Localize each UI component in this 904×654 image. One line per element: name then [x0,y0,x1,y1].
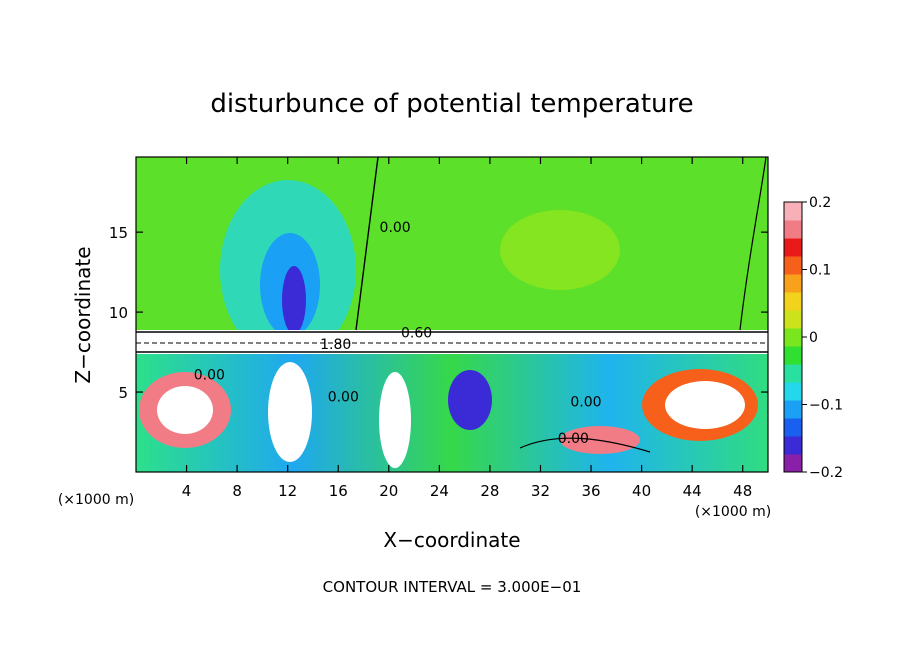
colorbar-tick-label: 0 [809,330,818,346]
colorbar-tick-label: −0.1 [809,398,843,414]
chart-title: disturbunce of potential temperature [210,89,693,119]
x-unit-right: (×1000 m) [695,504,771,520]
contour-label: 0.00 [570,394,601,410]
colorbar-swatch [784,274,802,293]
inversion-layer [136,330,768,354]
x-tick-label: 28 [480,482,499,500]
eddy-2 [268,362,312,462]
x-axis-label: X−coordinate [383,528,520,552]
contour-label: 0.00 [328,390,359,406]
eddy-5-core [665,381,745,429]
contour-label: 0.60 [401,326,432,342]
colorbar-tick-label: 0.1 [809,263,831,279]
colorbar-swatch [784,418,802,437]
contour-label: 1.80 [320,337,351,353]
colorbar-swatch [784,382,802,401]
colorbar-swatch [784,454,802,473]
x-tick-label: 24 [430,482,449,500]
y-axis-label: Z−coordinate [71,246,95,383]
colorbar-swatch [784,238,802,257]
eddy-4 [448,370,492,430]
eddy-3 [379,372,411,468]
x-tick-label: 20 [379,482,398,500]
x-unit-left: (×1000 m) [58,492,134,508]
cool-plume-deep [282,266,306,334]
plot-area: 0.00 0.60 1.80 0.00 0.00 0.00 0.00 [135,156,769,473]
contour-label: 0.00 [558,431,589,447]
y-tick-label: 10 [109,304,128,322]
colorbar-swatch [784,436,802,455]
colorbar-swatch [784,346,802,365]
colorbar-tick-label: 0.2 [809,195,831,211]
colorbar-swatch [784,310,802,329]
x-tick-label: 16 [329,482,348,500]
x-tick-label: 44 [683,482,702,500]
x-tick-label: 32 [531,482,550,500]
x-tick-label: 8 [232,482,242,500]
x-tick-label: 40 [632,482,651,500]
contour-label: 0.00 [194,367,225,383]
x-tick-label: 48 [733,482,752,500]
contour-interval-note: CONTOUR INTERVAL = 3.000E−01 [323,578,582,596]
colorbar-tick-label: −0.2 [809,465,843,481]
zero-contour [355,156,379,331]
y-tick-label: 5 [118,384,128,402]
lower-contour [519,437,651,453]
x-tick-label: 4 [182,482,192,500]
colorbar-swatch [784,202,802,221]
x-tick-label: 36 [581,482,600,500]
y-tick-label: 15 [109,224,128,242]
colorbar-swatch [784,256,802,275]
colorbar: 0.2 0.1 0 −0.1 −0.2 [783,195,843,481]
colorbar-swatch [784,220,802,239]
colorbar-swatch [784,292,802,311]
colorbar-swatch [784,328,802,347]
x-tick-label: 12 [278,482,297,500]
plot-frame [135,156,769,473]
colorbar-swatch [784,364,802,383]
warm-patch [500,210,620,290]
zero-contour-right [739,156,767,331]
contour-label: 0.00 [380,220,411,236]
colorbar-swatch [784,400,802,419]
eddy-1-core [157,386,213,434]
